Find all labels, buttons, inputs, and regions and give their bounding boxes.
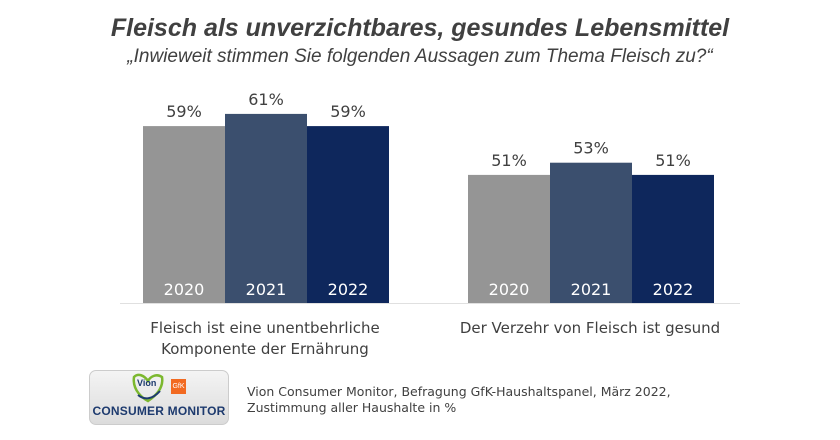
vion-logo-text: Vion xyxy=(137,378,157,388)
logo-name: CONSUMER MONITOR xyxy=(92,404,226,418)
series-label: 2020 xyxy=(489,280,530,299)
data-label: 51% xyxy=(655,151,691,170)
data-label: 59% xyxy=(166,102,202,121)
source-line: Vion Consumer Monitor, Befragung GfK-Hau… xyxy=(247,384,671,399)
chart-title: Fleisch als unverzichtbares, gesundes Le… xyxy=(110,14,730,42)
bar-2021 xyxy=(550,162,632,303)
consumer-monitor-logo: Vion GfK CONSUMER MONITOR xyxy=(89,370,229,425)
gfk-logo: GfK xyxy=(171,379,186,394)
bar-2020 xyxy=(143,126,225,303)
category-label-line: Fleisch ist eine unentbehrliche xyxy=(150,319,380,337)
series-label: 2022 xyxy=(328,280,369,299)
chart-subtitle: „Inwieweit stimmen Sie folgenden Aussage… xyxy=(127,46,713,67)
bar-2020 xyxy=(468,174,550,303)
data-label: 59% xyxy=(330,102,366,121)
source-note: Vion Consumer Monitor, Befragung GfK-Hau… xyxy=(247,384,671,416)
data-label: 53% xyxy=(573,139,609,158)
category-label-2: Der Verzehr von Fleisch ist gesund xyxy=(430,318,750,339)
series-label: 2020 xyxy=(164,280,205,299)
source-line: Zustimmung aller Haushalte in % xyxy=(247,400,457,415)
series-label: 2021 xyxy=(246,280,287,299)
category-label-1: Fleisch ist eine unentbehrliche Komponen… xyxy=(110,318,420,360)
series-label: 2022 xyxy=(653,280,694,299)
bar-2022 xyxy=(307,126,389,303)
category-label-line: Der Verzehr von Fleisch ist gesund xyxy=(459,319,721,337)
data-label: 51% xyxy=(491,151,527,170)
bar-2021 xyxy=(225,113,307,304)
vion-heart-icon xyxy=(132,373,164,403)
data-label: 61% xyxy=(248,90,284,109)
series-label: 2021 xyxy=(571,280,612,299)
bar-2022 xyxy=(632,174,714,303)
category-label-line: Komponente der Ernährung xyxy=(161,340,369,358)
